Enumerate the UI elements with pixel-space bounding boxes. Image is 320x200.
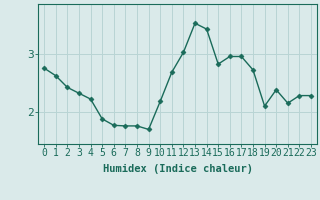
X-axis label: Humidex (Indice chaleur): Humidex (Indice chaleur) — [103, 164, 252, 174]
